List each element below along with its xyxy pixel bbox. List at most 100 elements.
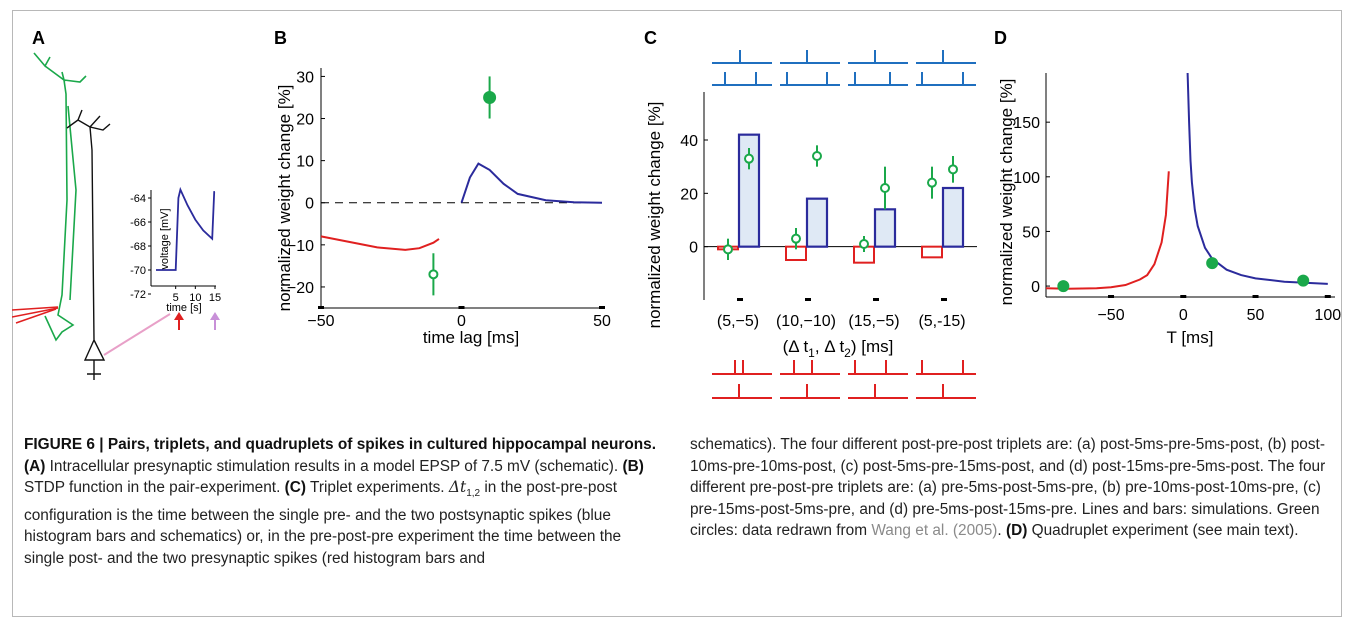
green-neuron-drawing: [33, 52, 87, 342]
panel-d-xlabel: T [ms]: [1167, 328, 1214, 347]
panel-b-xtick: [458, 306, 465, 309]
caption-c-label: (C): [284, 479, 307, 496]
panel-b-ytick-label: −10: [287, 238, 314, 255]
panel-c-xtick: [873, 298, 879, 301]
panel-d-ytick-label: 0: [1031, 279, 1040, 296]
black-neuron-drawing: [66, 109, 111, 380]
panel-d-blue-curve: [1186, 72, 1328, 285]
panel-d-ytick-label: 50: [1022, 224, 1040, 241]
inset-xtick-label: 15: [209, 292, 221, 304]
panel-c-label: C: [644, 28, 657, 48]
caption-a-label: (A): [24, 457, 46, 475]
panel-c-xtick: [941, 298, 947, 301]
panel-c-ytick-label: 40: [680, 133, 698, 150]
panel-b-data-point: [483, 90, 497, 104]
panel-c-xtick: [805, 298, 811, 301]
caption-right-text: schematics). The four different post-pre…: [690, 436, 1326, 539]
caption-delta-sub: 1,2: [466, 488, 481, 500]
caption-right-column: schematics). The four different post-pre…: [690, 436, 1326, 539]
panel-b-red-curve: [320, 235, 440, 251]
panel-b-ytick-label: 10: [296, 154, 314, 171]
panel-d-xtick: [1252, 295, 1259, 298]
panel-c-xtick-label: (15,−5): [848, 313, 899, 330]
panel-b-xlabel: time lag [ms]: [423, 328, 519, 347]
panel-c-ylabel: normalized weight change [%]: [645, 102, 664, 329]
panel-b-xtick-label: 50: [593, 313, 611, 330]
caption-c-text-cont: in the post-pre-post configuration is th…: [24, 479, 622, 567]
inset-xlabel: time [s]: [166, 302, 201, 314]
panel-b-ytick-label: 20: [296, 112, 314, 129]
panel-c-xtick-label: (10,−10): [776, 313, 836, 330]
panel-d-xtick: [1108, 295, 1115, 298]
caption-d-label: (D): [1005, 522, 1028, 539]
panel-d-xtick-label: 50: [1247, 307, 1265, 324]
inset-voltage-trace: [156, 186, 216, 271]
pink-electrode: [103, 313, 171, 356]
caption-a-text: Intracellular presynaptic stimulation re…: [49, 457, 619, 475]
inset-ytick-label: -72: [130, 289, 146, 301]
panel-d-ytick-label: 150: [1013, 115, 1040, 132]
panel-d-ytick-label: 100: [1013, 170, 1040, 187]
caption-d-text: Quadruplet experiment (see main text).: [1031, 522, 1299, 539]
red-stim-arrow: [174, 312, 184, 330]
inset-ytick-label: -70: [130, 265, 146, 277]
panel-d-xtick: [1324, 295, 1331, 298]
panel-c-xtick-label: (5,−5): [717, 313, 759, 330]
caption-left-column: FIGURE 6 | Pairs, triplets, and quadrupl…: [24, 434, 664, 569]
panel-d-xtick-label: 100: [1314, 307, 1341, 324]
panel-c-data-point: [880, 183, 890, 193]
panel-c-ytick-label: 20: [680, 186, 698, 203]
panel-c-blue-bar: [941, 186, 965, 248]
panel-d-data-point: [1057, 280, 1070, 293]
panel-d-xtick-label: −50: [1097, 307, 1124, 324]
inset-voltage-plot: voltage [mV] -64 -66 -68 -70 -72 5 10 15 time …: [130, 186, 221, 330]
figure-frame: [12, 10, 1342, 617]
panel-c-xtick: [737, 298, 743, 301]
panel-b-xtick: [599, 306, 605, 309]
panel-d-ylabel: normalized weight change [%]: [997, 79, 1016, 306]
red-electrode: [12, 306, 59, 311]
caption-c-text: Triplet experiments.: [310, 479, 445, 496]
caption-b-label: (B): [622, 457, 644, 475]
inset-ytick-label: -68: [130, 241, 146, 253]
panel-b-ytick-label: 30: [296, 69, 314, 86]
panel-c-red-bar: [921, 245, 943, 259]
citation-link[interactable]: Wang et al. (2005): [871, 522, 998, 539]
panel-c-xtick-label: (5,-15): [918, 313, 965, 330]
panel-d-xtick-label: 0: [1179, 307, 1188, 324]
panel-a: A voltage [mV] -64 -66 -68 -70 -72 5 10 15 tim…: [12, 28, 221, 380]
inset-ytick-label: -64: [130, 193, 146, 205]
panel-d-xtick: [1180, 295, 1187, 298]
panel-d: D 150 100 50 0 −50 0 50 100 normalized weight c…: [994, 28, 1341, 347]
panel-c-data-point: [927, 177, 937, 188]
panel-b-data-point: [428, 269, 439, 280]
panel-b-ylabel: normalized weight change [%]: [275, 85, 294, 312]
inset-ylabel: voltage [mV]: [159, 208, 171, 269]
panel-b-blue-curve: [460, 162, 603, 204]
panel-c-data-point: [859, 239, 869, 249]
inset-xtick-label: 10: [189, 292, 201, 304]
panel-b: B 30 20 10 0 −10 −20 −50 0 50 normalized weight …: [274, 28, 611, 347]
red-spike-schematics: [712, 360, 976, 399]
panel-c-blue-bar: [873, 208, 897, 248]
caption-b-text: STDP function in the pair-experiment.: [24, 479, 281, 496]
panel-c-data-point: [812, 151, 822, 161]
panel-c-blue-bar: [737, 133, 761, 248]
panel-d-data-point: [1297, 274, 1310, 287]
panel-c-data-point: [948, 164, 958, 175]
panel-b-label: B: [274, 28, 287, 48]
pink-stim-arrow: [210, 312, 220, 330]
panel-c-data-point: [791, 233, 801, 244]
panel-b-ytick-label: 0: [305, 196, 314, 213]
panel-c-ytick-label: 0: [689, 240, 698, 257]
panel-d-data-point: [1206, 257, 1219, 270]
panel-c-data-point: [744, 153, 754, 164]
figure-panels: A voltage [mV] -64 -66 -68 -70 -72 5 10 15 tim…: [12, 28, 1341, 399]
panel-b-xtick: [318, 306, 324, 309]
inset-xtick-label: 5: [173, 292, 179, 304]
panel-d-red-curve: [1045, 171, 1170, 290]
figure-caption-title: FIGURE 6 | Pairs, triplets, and quadrupl…: [24, 436, 657, 453]
caption-delta-t: Δt: [448, 478, 467, 496]
panel-b-xtick-label: −50: [307, 313, 334, 330]
panel-c-blue-bar: [805, 197, 829, 248]
